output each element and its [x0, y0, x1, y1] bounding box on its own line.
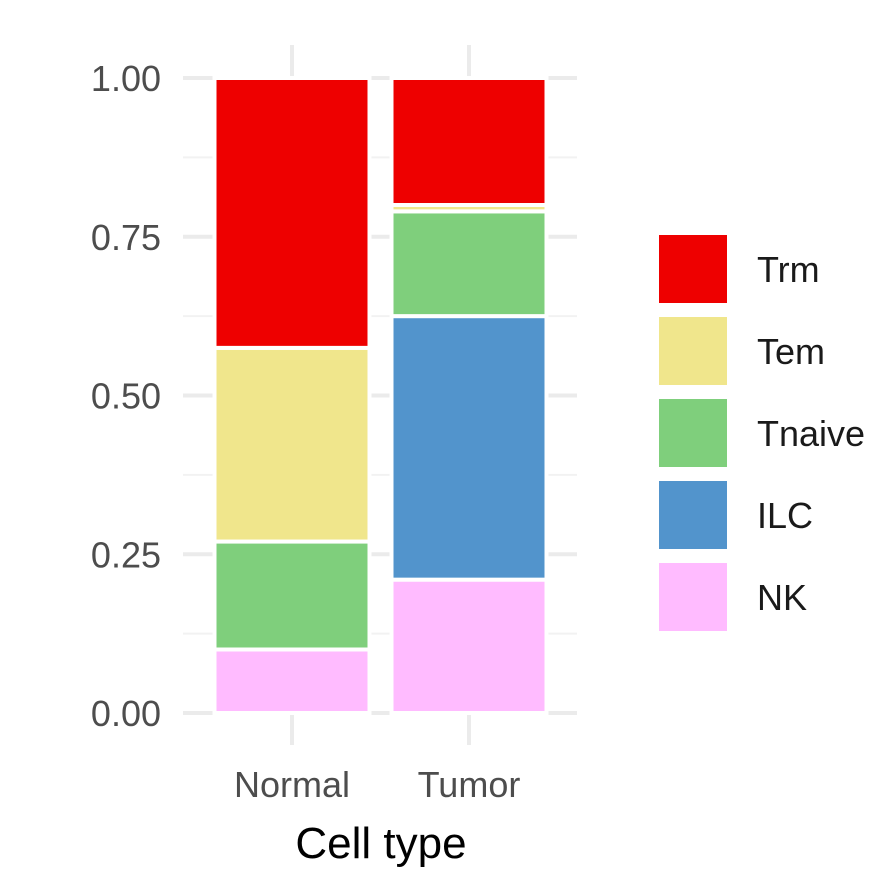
- bars: [212, 76, 549, 716]
- bar-segment-normal-nk: [212, 647, 372, 715]
- y-tick-label: 0.25: [91, 534, 161, 575]
- legend-key-trm: [657, 233, 729, 305]
- legend-label-tem: Tem: [757, 331, 825, 372]
- legend: Trm Tem Tnaive ILC NK: [657, 233, 865, 633]
- bar-segment-tumor-ilc: [389, 314, 549, 582]
- bar-segment-tumor-nk: [389, 577, 549, 716]
- bar-segment-normal-tnaive: [212, 539, 372, 652]
- bar-segment-tumor-tnaive: [389, 209, 549, 319]
- y-tick-labels: 0.00 0.25 0.50 0.75 1.00: [91, 58, 161, 734]
- y-tick-label: 0.75: [91, 217, 161, 258]
- legend-label-tnaive: Tnaive: [757, 413, 865, 454]
- bar-segment-normal-tem: [212, 345, 372, 544]
- bar-segment-tumor-trm: [389, 76, 549, 207]
- y-tick-label: 0.50: [91, 376, 161, 417]
- x-axis-title: Cell type: [295, 819, 466, 868]
- legend-label-trm: Trm: [757, 249, 820, 290]
- y-tick-label: 0.00: [91, 693, 161, 734]
- y-tick-label: 1.00: [91, 58, 161, 99]
- x-tick-label: Normal: [234, 764, 350, 805]
- bar-segment-normal-trm: [212, 76, 372, 350]
- legend-key-ilc: [657, 479, 729, 551]
- x-tick-label: Tumor: [418, 764, 521, 805]
- legend-key-tnaive: [657, 397, 729, 469]
- legend-label-ilc: ILC: [757, 495, 813, 536]
- legend-key-tem: [657, 315, 729, 387]
- legend-key-nk: [657, 561, 729, 633]
- legend-label-nk: NK: [757, 577, 807, 618]
- x-tick-labels: Normal Tumor: [234, 764, 520, 805]
